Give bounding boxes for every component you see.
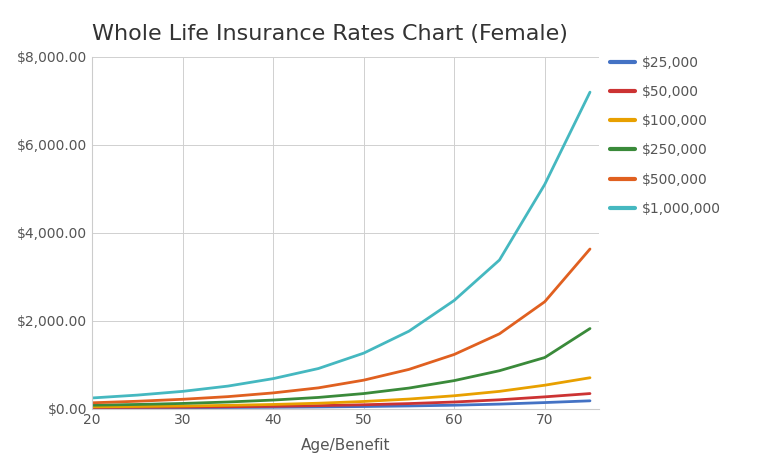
$250,000 — [223, 399, 233, 405]
$1,000,000 — [314, 366, 323, 371]
$250,000 — [359, 391, 369, 397]
$25,000 — [223, 405, 233, 410]
$500,000 — [585, 246, 594, 252]
Legend: $25,000, $50,000, $100,000, $250,000, $500,000, $1,000,000: $25,000, $50,000, $100,000, $250,000, $5… — [604, 50, 727, 221]
$25,000 — [88, 405, 97, 411]
$1,000,000 — [404, 328, 413, 334]
$250,000 — [269, 397, 278, 403]
$25,000 — [404, 403, 413, 409]
$500,000 — [88, 400, 97, 406]
$100,000 — [223, 402, 233, 408]
$100,000 — [88, 404, 97, 409]
$500,000 — [540, 299, 549, 304]
$100,000 — [449, 393, 458, 399]
$500,000 — [178, 397, 187, 402]
$500,000 — [314, 385, 323, 391]
$250,000 — [178, 400, 187, 406]
$1,000,000 — [585, 89, 594, 95]
$1,000,000 — [359, 350, 369, 356]
$50,000 — [314, 403, 323, 408]
$50,000 — [359, 402, 369, 408]
$25,000 — [495, 401, 504, 407]
Line: $1,000,000: $1,000,000 — [92, 92, 590, 398]
$25,000 — [540, 400, 549, 406]
$25,000 — [133, 405, 142, 411]
Line: $25,000: $25,000 — [92, 401, 590, 408]
$1,000,000 — [88, 395, 97, 401]
$25,000 — [314, 404, 323, 410]
$25,000 — [359, 404, 369, 409]
$250,000 — [314, 395, 323, 400]
$1,000,000 — [540, 181, 549, 187]
$25,000 — [269, 404, 278, 410]
$100,000 — [495, 389, 504, 394]
$500,000 — [449, 352, 458, 357]
$50,000 — [133, 405, 142, 410]
$250,000 — [88, 402, 97, 408]
Line: $500,000: $500,000 — [92, 249, 590, 403]
$500,000 — [359, 377, 369, 383]
$50,000 — [404, 401, 413, 407]
Text: Whole Life Insurance Rates Chart (Female): Whole Life Insurance Rates Chart (Female… — [92, 24, 568, 44]
$50,000 — [88, 405, 97, 410]
Line: $50,000: $50,000 — [92, 394, 590, 408]
$100,000 — [314, 400, 323, 406]
$50,000 — [269, 403, 278, 409]
$1,000,000 — [178, 389, 187, 394]
$500,000 — [495, 331, 504, 337]
$100,000 — [359, 399, 369, 404]
Line: $100,000: $100,000 — [92, 378, 590, 407]
$50,000 — [449, 399, 458, 405]
$250,000 — [133, 401, 142, 407]
$100,000 — [178, 403, 187, 409]
$1,000,000 — [449, 297, 458, 303]
$250,000 — [404, 385, 413, 391]
$100,000 — [540, 382, 549, 388]
$1,000,000 — [133, 392, 142, 398]
$100,000 — [585, 375, 594, 380]
$500,000 — [269, 390, 278, 396]
$50,000 — [540, 394, 549, 399]
$25,000 — [585, 398, 594, 404]
$1,000,000 — [495, 257, 504, 263]
$50,000 — [223, 404, 233, 409]
$50,000 — [495, 397, 504, 403]
X-axis label: Age/Benefit: Age/Benefit — [301, 438, 390, 454]
$250,000 — [540, 355, 549, 361]
$100,000 — [133, 404, 142, 409]
$1,000,000 — [223, 383, 233, 389]
$25,000 — [178, 405, 187, 410]
$250,000 — [495, 368, 504, 373]
Line: $250,000: $250,000 — [92, 329, 590, 405]
$100,000 — [269, 401, 278, 407]
$250,000 — [449, 378, 458, 383]
$25,000 — [449, 402, 458, 408]
$50,000 — [585, 391, 594, 397]
$500,000 — [223, 394, 233, 399]
$50,000 — [178, 404, 187, 410]
$500,000 — [133, 399, 142, 404]
$100,000 — [404, 396, 413, 402]
$250,000 — [585, 326, 594, 332]
$500,000 — [404, 367, 413, 372]
$1,000,000 — [269, 376, 278, 381]
